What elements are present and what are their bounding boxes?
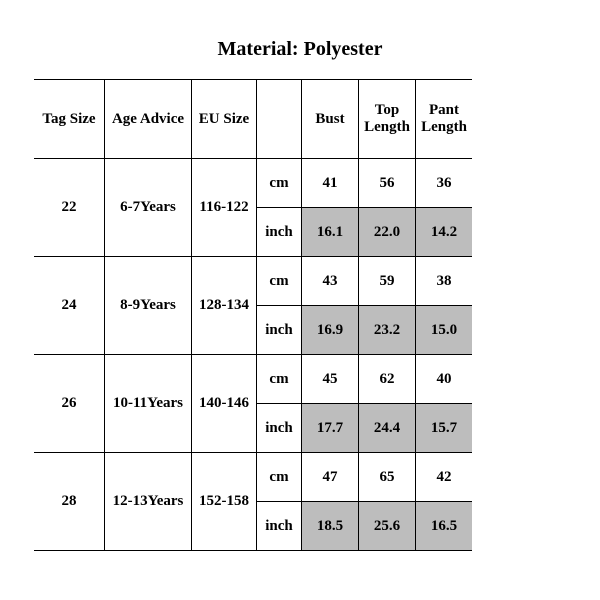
cell-top-length: 59 (359, 257, 416, 306)
cell-pant-length: 15.0 (416, 306, 473, 355)
size-chart-table: Tag Size Age Advice EU Size Bust Top Len… (34, 79, 472, 551)
cell-pant-length: 42 (416, 453, 473, 502)
table-header-row: Tag Size Age Advice EU Size Bust Top Len… (34, 80, 472, 159)
cell-unit-inch: inch (257, 404, 302, 453)
cell-unit-cm: cm (257, 159, 302, 208)
cell-unit-inch: inch (257, 306, 302, 355)
table-row: 28 12-13Years 152-158 cm 47 65 42 (34, 453, 472, 502)
cell-age-advice: 12-13Years (105, 453, 192, 551)
cell-pant-length: 16.5 (416, 502, 473, 551)
table-body: 22 6-7Years 116-122 cm 41 56 36 inch 16.… (34, 159, 472, 551)
cell-bust: 45 (302, 355, 359, 404)
cell-pant-length: 14.2 (416, 208, 473, 257)
cell-unit-inch: inch (257, 502, 302, 551)
cell-age-advice: 6-7Years (105, 159, 192, 257)
cell-bust: 17.7 (302, 404, 359, 453)
cell-tag-size: 22 (34, 159, 105, 257)
cell-age-advice: 10-11Years (105, 355, 192, 453)
table-row: 24 8-9Years 128-134 cm 43 59 38 (34, 257, 472, 306)
cell-bust: 16.9 (302, 306, 359, 355)
cell-top-length: 65 (359, 453, 416, 502)
cell-bust: 41 (302, 159, 359, 208)
cell-top-length: 23.2 (359, 306, 416, 355)
cell-pant-length: 40 (416, 355, 473, 404)
col-eu-size: EU Size (192, 80, 257, 159)
cell-unit-cm: cm (257, 257, 302, 306)
cell-tag-size: 24 (34, 257, 105, 355)
cell-top-length: 22.0 (359, 208, 416, 257)
cell-top-length: 25.6 (359, 502, 416, 551)
cell-unit-inch: inch (257, 208, 302, 257)
cell-top-length: 62 (359, 355, 416, 404)
cell-tag-size: 26 (34, 355, 105, 453)
col-age-advice: Age Advice (105, 80, 192, 159)
cell-eu-size: 116-122 (192, 159, 257, 257)
cell-unit-cm: cm (257, 355, 302, 404)
cell-top-length: 24.4 (359, 404, 416, 453)
page-title: Material: Polyester (0, 0, 600, 79)
cell-pant-length: 38 (416, 257, 473, 306)
col-unit (257, 80, 302, 159)
cell-bust: 16.1 (302, 208, 359, 257)
cell-pant-length: 36 (416, 159, 473, 208)
cell-bust: 47 (302, 453, 359, 502)
cell-bust: 43 (302, 257, 359, 306)
col-tag-size: Tag Size (34, 80, 105, 159)
col-bust: Bust (302, 80, 359, 159)
cell-unit-cm: cm (257, 453, 302, 502)
cell-eu-size: 140-146 (192, 355, 257, 453)
cell-pant-length: 15.7 (416, 404, 473, 453)
table-row: 26 10-11Years 140-146 cm 45 62 40 (34, 355, 472, 404)
col-pant-length: Pant Length (416, 80, 473, 159)
cell-top-length: 56 (359, 159, 416, 208)
cell-eu-size: 128-134 (192, 257, 257, 355)
table-row: 22 6-7Years 116-122 cm 41 56 36 (34, 159, 472, 208)
cell-bust: 18.5 (302, 502, 359, 551)
cell-tag-size: 28 (34, 453, 105, 551)
cell-age-advice: 8-9Years (105, 257, 192, 355)
col-top-length: Top Length (359, 80, 416, 159)
cell-eu-size: 152-158 (192, 453, 257, 551)
